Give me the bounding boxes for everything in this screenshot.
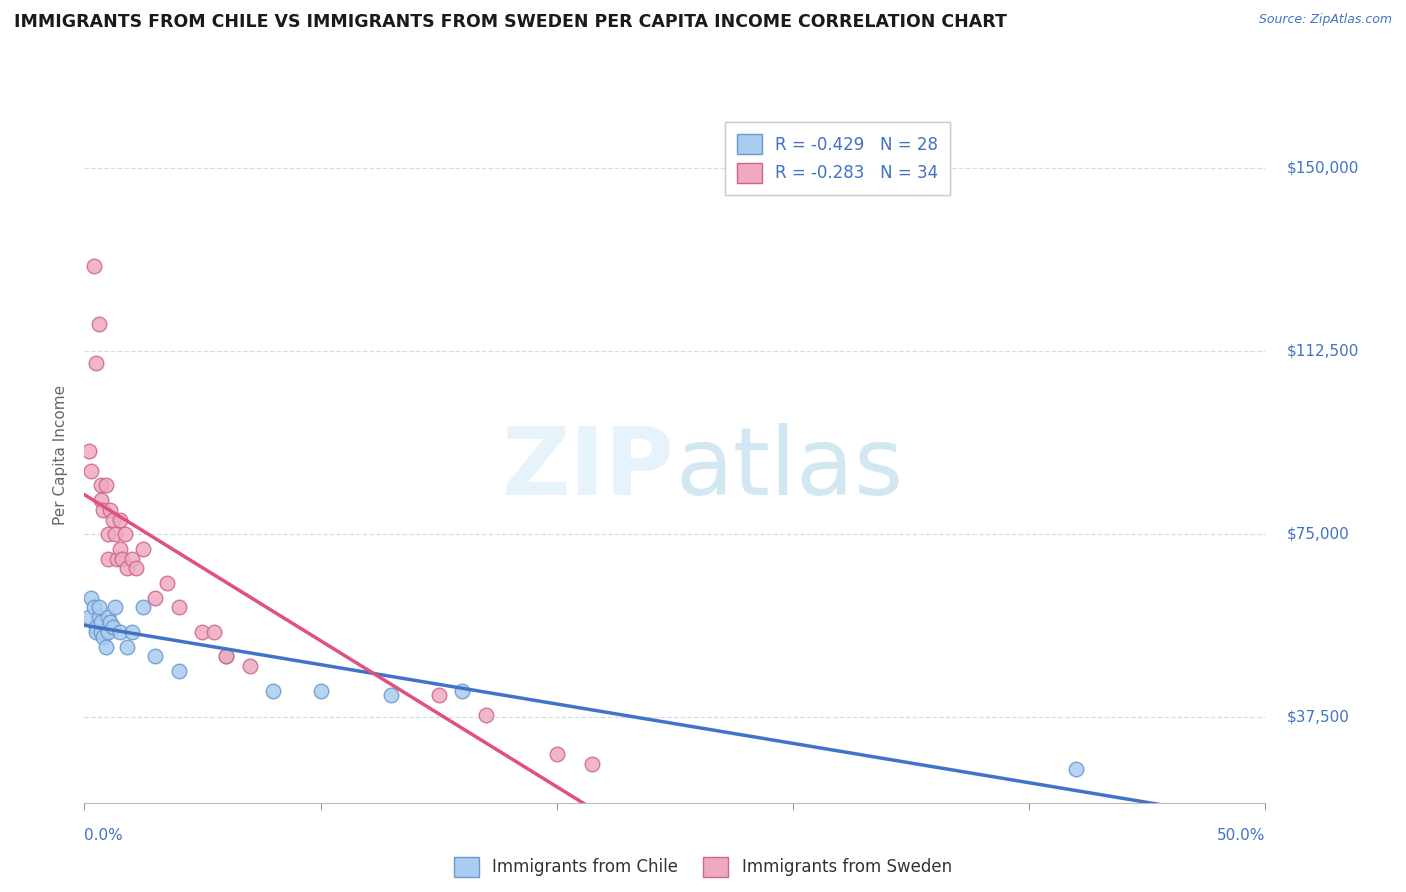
Text: $37,500: $37,500 bbox=[1286, 710, 1350, 725]
Point bbox=[104, 527, 127, 541]
Point bbox=[475, 707, 498, 722]
Point bbox=[91, 630, 114, 644]
Point bbox=[90, 624, 112, 639]
Point bbox=[380, 689, 402, 703]
Point bbox=[115, 561, 138, 575]
Point bbox=[143, 649, 166, 664]
Text: IMMIGRANTS FROM CHILE VS IMMIGRANTS FROM SWEDEN PER CAPITA INCOME CORRELATION CH: IMMIGRANTS FROM CHILE VS IMMIGRANTS FROM… bbox=[14, 13, 1007, 31]
Point bbox=[98, 615, 121, 629]
Point bbox=[77, 444, 100, 458]
Point bbox=[239, 659, 262, 673]
Point bbox=[167, 600, 190, 615]
Point bbox=[215, 649, 238, 664]
Point bbox=[427, 689, 450, 703]
Point bbox=[84, 620, 107, 634]
Point bbox=[98, 503, 121, 517]
Y-axis label: Per Capita Income: Per Capita Income bbox=[53, 384, 69, 525]
Point bbox=[191, 624, 214, 639]
Point bbox=[83, 259, 105, 273]
Point bbox=[1066, 762, 1088, 776]
Point bbox=[115, 640, 138, 654]
Point bbox=[451, 683, 474, 698]
Point bbox=[156, 576, 179, 591]
Point bbox=[132, 541, 155, 556]
Point bbox=[121, 624, 143, 639]
Point bbox=[87, 600, 110, 615]
Point bbox=[108, 541, 131, 556]
Point bbox=[80, 464, 103, 478]
Text: 50.0%: 50.0% bbox=[1218, 828, 1265, 843]
Point bbox=[167, 664, 190, 678]
Point bbox=[104, 600, 127, 615]
Point bbox=[97, 624, 120, 639]
Text: Source: ZipAtlas.com: Source: ZipAtlas.com bbox=[1258, 13, 1392, 27]
Point bbox=[111, 551, 134, 566]
Point bbox=[84, 624, 107, 639]
Point bbox=[94, 640, 117, 654]
Text: $112,500: $112,500 bbox=[1286, 343, 1358, 359]
Point bbox=[90, 615, 112, 629]
Point bbox=[97, 551, 120, 566]
Point bbox=[83, 600, 105, 615]
Point bbox=[87, 610, 110, 624]
Point bbox=[309, 683, 332, 698]
Point bbox=[101, 620, 124, 634]
Text: atlas: atlas bbox=[675, 423, 903, 515]
Point bbox=[87, 318, 110, 332]
Point bbox=[121, 551, 143, 566]
Point bbox=[215, 649, 238, 664]
Point bbox=[114, 527, 136, 541]
Point bbox=[80, 591, 103, 605]
Point bbox=[77, 610, 100, 624]
Legend: Immigrants from Chile, Immigrants from Sweden: Immigrants from Chile, Immigrants from S… bbox=[447, 850, 959, 884]
Point bbox=[90, 493, 112, 508]
Point bbox=[97, 527, 120, 541]
Text: $150,000: $150,000 bbox=[1286, 161, 1358, 176]
Point bbox=[107, 551, 129, 566]
Point bbox=[202, 624, 225, 639]
Point bbox=[94, 478, 117, 492]
Point bbox=[108, 624, 131, 639]
Point bbox=[101, 513, 124, 527]
Legend: R = -0.429   N = 28, R = -0.283   N = 34: R = -0.429 N = 28, R = -0.283 N = 34 bbox=[725, 122, 950, 194]
Text: ZIP: ZIP bbox=[502, 423, 675, 515]
Point bbox=[108, 513, 131, 527]
Point bbox=[125, 561, 148, 575]
Text: 0.0%: 0.0% bbox=[84, 828, 124, 843]
Text: $75,000: $75,000 bbox=[1286, 527, 1350, 541]
Point bbox=[143, 591, 166, 605]
Point bbox=[97, 610, 120, 624]
Point bbox=[84, 356, 107, 370]
Point bbox=[91, 503, 114, 517]
Point bbox=[132, 600, 155, 615]
Point bbox=[90, 478, 112, 492]
Point bbox=[581, 756, 603, 771]
Point bbox=[262, 683, 284, 698]
Point bbox=[546, 747, 568, 761]
